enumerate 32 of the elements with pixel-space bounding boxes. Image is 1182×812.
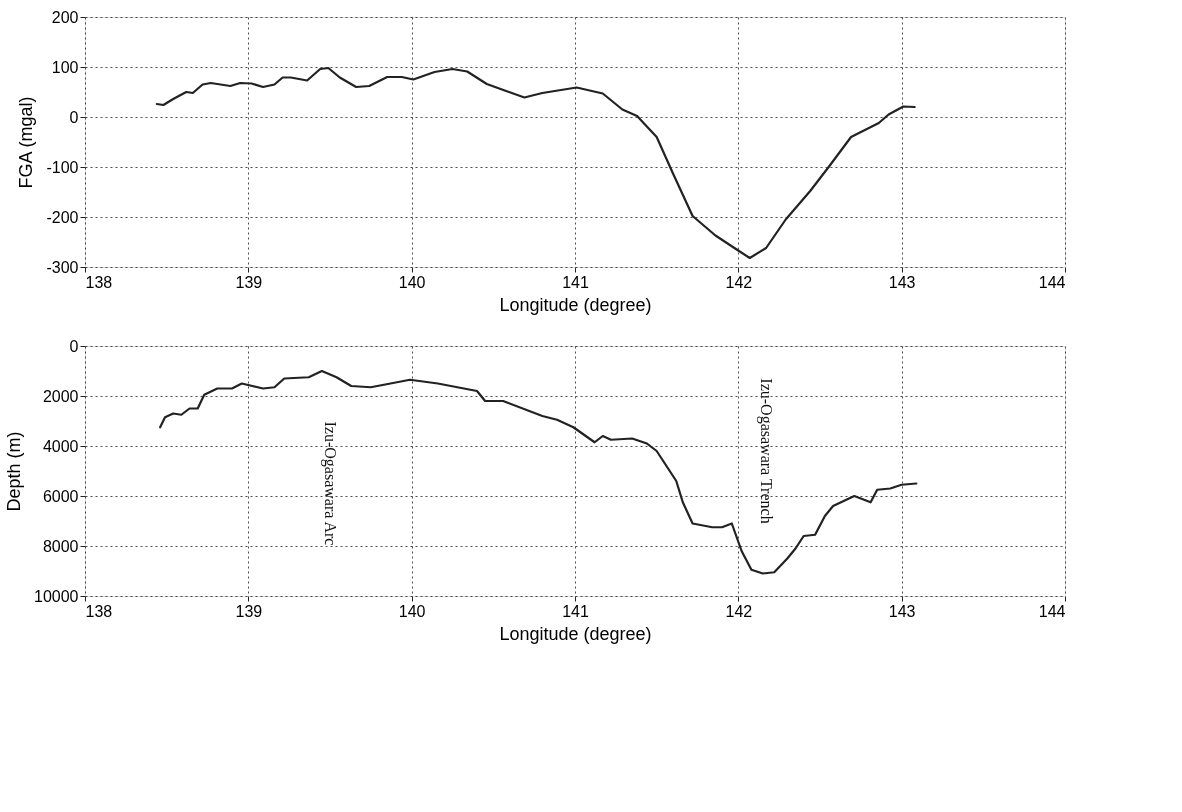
x-tick-label: 143 [888,273,916,291]
x-tick-label: 141 [562,273,589,291]
x-tick-label: 140 [398,602,426,620]
x-tick-label: 144 [1038,273,1066,291]
x-tick-label: 138 [85,273,113,291]
x-tick-label: 138 [85,602,113,620]
y-tick-label: 2000 [42,387,79,405]
x-tick-label: 142 [725,602,753,620]
y-tick-label: 4000 [42,437,79,455]
y-tick-label: 10000 [34,587,79,605]
x-tick-label: 141 [562,602,589,620]
x-tick-label: 142 [725,273,753,291]
y-tick-label: -100 [46,158,79,176]
y-tick-label: 0 [69,108,79,126]
x-tick-label: 144 [1038,602,1066,620]
x-tick-label: 143 [888,602,916,620]
y-tick-label: 8000 [42,537,79,555]
x-axis-title: Longitude (degree) [499,294,652,315]
y-tick-label: 200 [51,8,79,26]
y-axis-title: Depth (m) [4,431,25,512]
x-tick-label: 140 [398,273,426,291]
y-tick-label: 6000 [42,487,79,505]
y-axis-title: FGA (mgal) [16,96,37,189]
x-tick-label: 139 [235,273,263,291]
x-axis-title: Longitude (degree) [499,623,652,644]
x-tick-label: 139 [235,602,263,620]
annotation: Izu-Ogasawara Arc [321,421,339,546]
y-tick-label: -300 [46,258,79,276]
y-tick-label: 0 [69,337,79,355]
y-tick-label: 100 [51,58,79,76]
y-tick-label: -200 [46,208,79,226]
annotation: Izu-Ogasawara Trench [757,378,776,524]
